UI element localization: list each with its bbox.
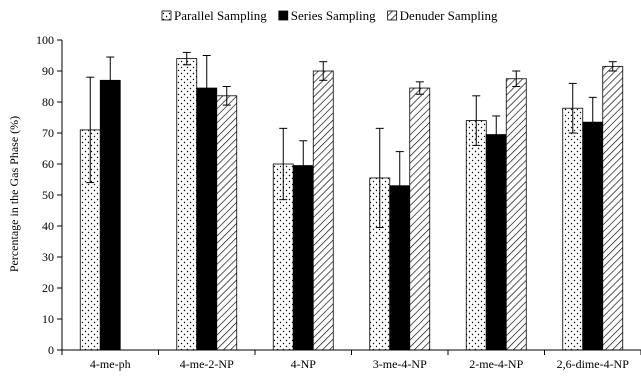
x-tick-label: 4-me-ph <box>90 357 131 371</box>
legend-label: Denuder Sampling <box>400 8 498 23</box>
x-tick-label: 3-me-4-NP <box>373 357 427 371</box>
bar <box>196 87 218 351</box>
error-bar <box>608 61 617 72</box>
bars <box>79 51 624 351</box>
error-bar <box>512 70 521 87</box>
bar <box>505 78 527 351</box>
error-bar <box>492 115 501 154</box>
error-bar <box>86 76 95 184</box>
bar <box>216 95 238 351</box>
y-tick-label: 20 <box>42 281 54 295</box>
legend-item: Parallel Sampling <box>161 8 267 23</box>
error-bar <box>395 151 404 221</box>
y-tick-label: 50 <box>42 188 54 202</box>
legend-label: Series Sampling <box>291 8 376 23</box>
bar <box>292 165 314 351</box>
error-bar <box>319 61 328 81</box>
error-bar <box>106 56 115 105</box>
y-tick-label: 90 <box>42 64 54 78</box>
x-tick-label: 2-me-4-NP <box>469 357 523 371</box>
legend-item: Denuder Sampling <box>387 8 498 23</box>
y-tick-label: 0 <box>48 343 54 357</box>
bar <box>409 87 431 351</box>
error-bar <box>375 127 384 229</box>
error-bar <box>299 140 308 191</box>
y-tick-label: 70 <box>42 126 54 140</box>
bar <box>582 121 604 351</box>
legend-swatch <box>387 10 398 21</box>
y-tick-label: 60 <box>42 157 54 171</box>
error-bar <box>222 86 231 106</box>
bar <box>562 107 584 351</box>
error-bar <box>472 95 481 146</box>
error-bar <box>279 127 288 201</box>
bar <box>312 70 334 351</box>
legend-label: Parallel Sampling <box>174 8 267 23</box>
x-tick-label: 4-NP <box>291 357 317 371</box>
bar <box>99 79 121 351</box>
legend-swatch <box>278 10 289 21</box>
error-bar <box>182 51 191 66</box>
legend-swatch <box>161 10 172 21</box>
y-axis-title: Percentage in the Gas Phase (%) <box>7 116 21 272</box>
legend-item: Series Sampling <box>278 8 376 23</box>
bar <box>485 134 507 351</box>
x-axis: 4-me-ph 4-me-2-NP 4-NP 3-me-4-NP 2-me-4-NP 2,… <box>61 349 641 371</box>
error-bar <box>568 82 577 134</box>
y-tick-label: 30 <box>42 250 54 264</box>
y-axis: 0 10 20 30 40 50 60 70 80 90 100 <box>36 33 63 357</box>
y-tick-label: 10 <box>42 312 54 326</box>
y-tick-label: 100 <box>36 33 54 47</box>
x-tick-label: 4-me-2-NP <box>180 357 234 371</box>
y-tick-label: 40 <box>42 219 54 233</box>
bar <box>176 58 198 351</box>
error-bar <box>415 81 424 95</box>
y-tick-label: 80 <box>42 95 54 109</box>
x-tick-label: 2,6-dime-4-NP <box>557 357 630 371</box>
bar <box>602 65 624 351</box>
error-bar <box>588 96 597 148</box>
bar <box>465 120 487 351</box>
legend: Parallel Sampling Series Sampling Denuder … <box>161 8 498 23</box>
error-bar <box>202 55 211 122</box>
